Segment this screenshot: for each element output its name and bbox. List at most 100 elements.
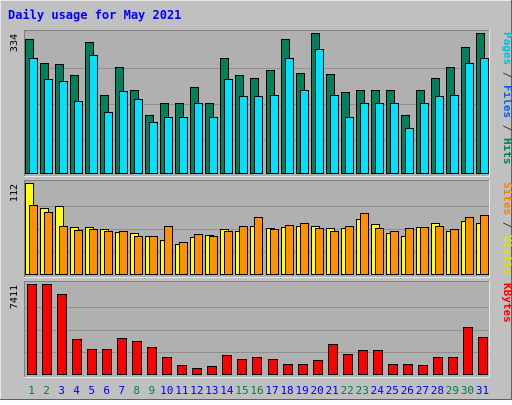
panel-ymax-label: 334 bbox=[9, 34, 20, 52]
panel-ymax-label: 7411 bbox=[9, 285, 20, 309]
bar-kbytes-day-24 bbox=[373, 350, 383, 375]
panel-side-label: Pages / Files / Hits bbox=[501, 32, 512, 165]
bar-pages-day-19 bbox=[300, 90, 309, 174]
bar-pages-day-24 bbox=[375, 103, 384, 174]
panel-kbytes: 7411 KBytes bbox=[9, 281, 512, 378]
side-label-part-3: Visits bbox=[501, 235, 512, 275]
bar-sites-day-9 bbox=[149, 236, 158, 275]
bar-kbytes-day-6 bbox=[102, 349, 112, 375]
bar-kbytes-day-11 bbox=[177, 365, 187, 375]
panel-side-label: KBytes bbox=[501, 283, 512, 323]
x-tick-label-day-6: 6 bbox=[103, 384, 110, 397]
x-tick-label-day-19: 19 bbox=[295, 384, 308, 397]
bar-pages-day-6 bbox=[104, 112, 113, 174]
bar-pages-day-18 bbox=[285, 58, 294, 174]
x-tick-label-day-22: 22 bbox=[341, 384, 354, 397]
x-tick-label-day-25: 25 bbox=[386, 384, 399, 397]
bar-sites-day-11 bbox=[179, 242, 188, 275]
bar-pages-day-5 bbox=[89, 55, 98, 174]
bar-pages-day-21 bbox=[330, 95, 339, 174]
chart-title: Daily usage for May 2021 bbox=[8, 8, 181, 22]
x-tick-label-day-28: 28 bbox=[431, 384, 444, 397]
bar-pages-day-23 bbox=[360, 103, 369, 174]
bar-sites-day-27 bbox=[420, 227, 429, 275]
bar-sites-day-18 bbox=[285, 225, 294, 275]
bar-pages-day-26 bbox=[405, 128, 414, 174]
bar-kbytes-day-22 bbox=[343, 354, 353, 375]
bar-kbytes-day-23 bbox=[358, 350, 368, 375]
bar-pages-day-17 bbox=[270, 95, 279, 174]
bar-kbytes-day-21 bbox=[328, 344, 338, 375]
bar-kbytes-day-16 bbox=[252, 357, 262, 375]
side-label-part-1: KBytes bbox=[501, 283, 512, 323]
x-tick-label-day-27: 27 bbox=[416, 384, 429, 397]
bar-pages-day-11 bbox=[179, 117, 188, 174]
side-label-part-2: / bbox=[501, 65, 512, 85]
bar-pages-day-10 bbox=[164, 117, 173, 174]
bar-kbytes-day-9 bbox=[147, 347, 157, 375]
x-tick-label-day-18: 18 bbox=[280, 384, 293, 397]
bar-sites-day-10 bbox=[164, 226, 173, 275]
panels-layer: 334 Pages / Files / Hits 112 Sites / Visits… bbox=[9, 30, 512, 378]
bar-sites-day-6 bbox=[104, 231, 113, 275]
x-tick-label-day-17: 17 bbox=[265, 384, 278, 397]
bar-kbytes-day-30 bbox=[463, 327, 473, 375]
bar-pages-day-12 bbox=[194, 103, 203, 174]
bar-sites-day-29 bbox=[450, 229, 459, 275]
bar-kbytes-day-18 bbox=[283, 364, 293, 375]
bar-kbytes-day-2 bbox=[42, 284, 52, 375]
bar-pages-day-28 bbox=[435, 96, 444, 174]
x-tick-label-day-26: 26 bbox=[401, 384, 414, 397]
x-tick-label-day-5: 5 bbox=[88, 384, 95, 397]
x-tick-label-day-10: 10 bbox=[160, 384, 173, 397]
bar-kbytes-day-31 bbox=[478, 337, 488, 375]
bar-kbytes-day-13 bbox=[207, 366, 217, 375]
x-tick-label-day-30: 30 bbox=[461, 384, 474, 397]
side-label-part-5: Hits bbox=[501, 138, 512, 165]
bar-sites-day-13 bbox=[209, 236, 218, 275]
x-tick-label-day-1: 1 bbox=[28, 384, 35, 397]
side-label-part-1: Pages bbox=[501, 32, 512, 65]
bar-pages-day-9 bbox=[149, 122, 158, 174]
x-tick-label-day-20: 20 bbox=[311, 384, 324, 397]
bar-sites-day-15 bbox=[239, 226, 248, 275]
x-tick-label-day-3: 3 bbox=[58, 384, 65, 397]
bar-pages-day-29 bbox=[450, 95, 459, 174]
bar-sites-day-20 bbox=[315, 228, 324, 275]
bar-kbytes-day-15 bbox=[237, 359, 247, 375]
bar-kbytes-day-17 bbox=[268, 359, 278, 375]
bar-pages-day-1 bbox=[29, 58, 38, 174]
bar-kbytes-day-20 bbox=[313, 360, 323, 375]
bar-pages-day-20 bbox=[315, 49, 324, 174]
bar-pages-day-14 bbox=[224, 79, 233, 174]
bar-sites-day-12 bbox=[194, 234, 203, 275]
x-tick-label-day-21: 21 bbox=[326, 384, 339, 397]
bar-kbytes-day-1 bbox=[27, 284, 37, 375]
bar-kbytes-day-14 bbox=[222, 355, 232, 375]
bar-kbytes-day-28 bbox=[433, 357, 443, 375]
bar-kbytes-day-25 bbox=[388, 364, 398, 375]
panel-hits-files-pages: 334 Pages / Files / Hits bbox=[9, 30, 512, 177]
x-tick-label-day-8: 8 bbox=[133, 384, 140, 397]
x-tick-label-day-9: 9 bbox=[148, 384, 155, 397]
bar-sites-day-1 bbox=[29, 205, 38, 275]
x-tick-label-day-31: 31 bbox=[476, 384, 489, 397]
side-label-part-4: / bbox=[501, 118, 512, 138]
x-tick-label-day-29: 29 bbox=[446, 384, 459, 397]
bar-sites-day-14 bbox=[224, 231, 233, 275]
bar-kbytes-day-7 bbox=[117, 338, 127, 375]
bar-sites-day-26 bbox=[405, 228, 414, 275]
side-label-part-2: / bbox=[501, 215, 512, 235]
bar-kbytes-day-3 bbox=[57, 294, 67, 375]
bar-kbytes-day-10 bbox=[162, 357, 172, 375]
bar-sites-day-23 bbox=[360, 213, 369, 275]
bar-pages-day-7 bbox=[119, 91, 128, 174]
side-label-part-1: Sites bbox=[501, 182, 512, 215]
x-tick-label-day-13: 13 bbox=[205, 384, 218, 397]
bar-pages-day-2 bbox=[44, 79, 53, 174]
bar-pages-day-25 bbox=[390, 103, 399, 174]
x-tick-label-day-12: 12 bbox=[190, 384, 203, 397]
bar-sites-day-8 bbox=[134, 236, 143, 275]
